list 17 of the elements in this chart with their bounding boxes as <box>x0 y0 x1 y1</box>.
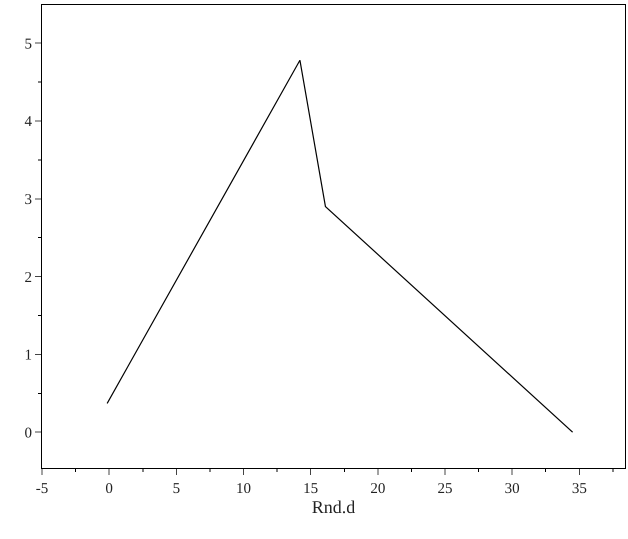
x-axis-title: Rnd.d <box>312 497 356 517</box>
x-tick-label: 5 <box>172 481 180 497</box>
y-tick-label: 0 <box>24 425 32 442</box>
y-tick-label: 2 <box>24 270 32 286</box>
y-tick-label: 5 <box>24 36 32 52</box>
x-tick-label: 0 <box>105 481 113 497</box>
x-tick-label: 15 <box>303 481 318 497</box>
x-tick-label: 30 <box>504 481 520 497</box>
x-tick-label: 20 <box>370 481 386 497</box>
y-tick-label: 1 <box>24 348 32 364</box>
x-tick-label: -5 <box>36 481 48 497</box>
y-tick-label: 4 <box>24 114 32 130</box>
x-tick-label: 25 <box>438 481 452 497</box>
x-tick-label: 35 <box>572 481 587 497</box>
y-tick-label: 3 <box>24 192 32 208</box>
line-series <box>106 60 574 433</box>
x-tick-label: 10 <box>236 481 251 497</box>
